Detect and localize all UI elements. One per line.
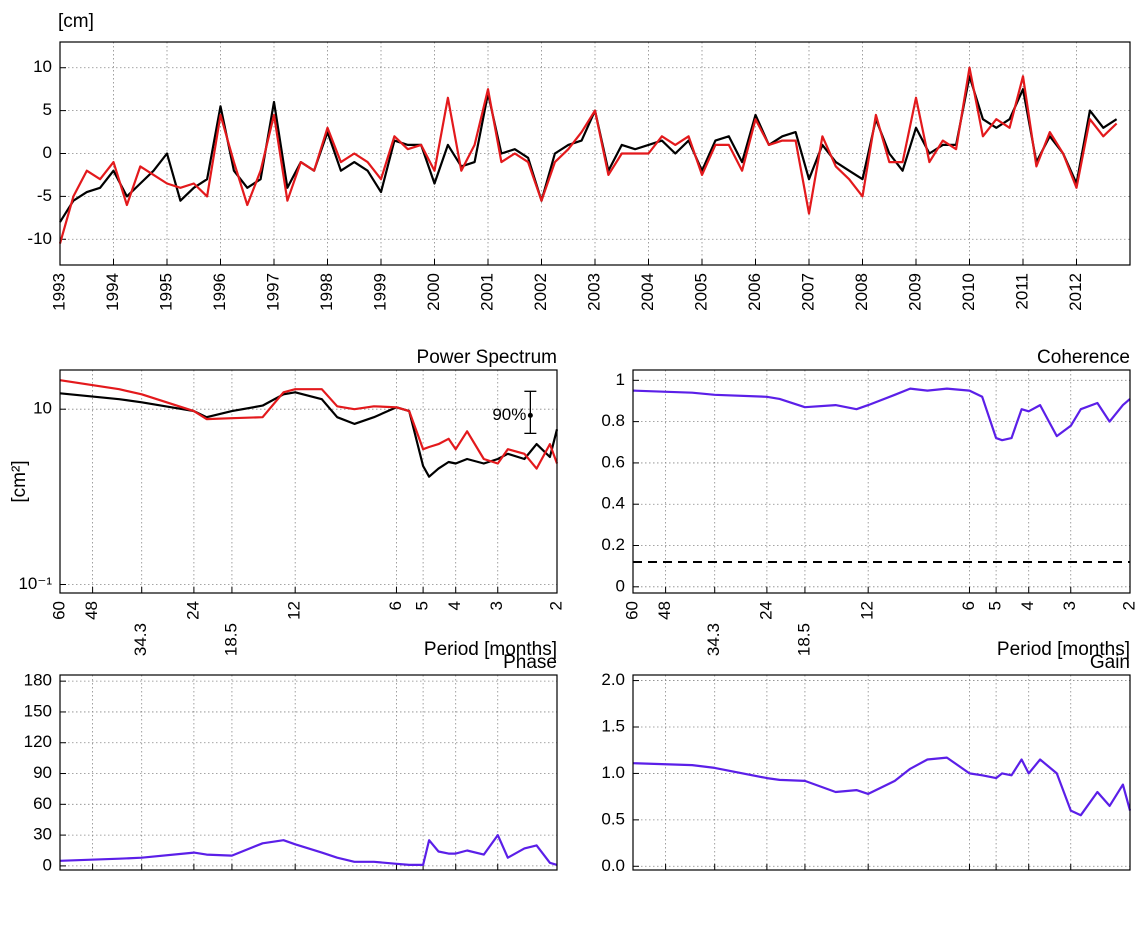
x-tick-label: 12 — [858, 601, 877, 620]
x-tick-label: 24 — [756, 601, 775, 620]
x-tick-label: 60 — [622, 601, 641, 620]
x-tick-label: 18.5 — [794, 623, 813, 656]
x-tick-label: 1993 — [49, 273, 68, 311]
y-tick-label: 180 — [24, 671, 52, 690]
series-line — [632, 756, 1132, 817]
y-tick-label: 2.0 — [601, 670, 625, 689]
x-tick-label: 2009 — [905, 273, 924, 311]
x-tick-label: 3 — [1060, 601, 1079, 610]
x-tick-label: 2 — [546, 601, 565, 610]
y-tick-label: 10⁻¹ — [18, 574, 52, 593]
series-line — [59, 75, 1118, 223]
series-line — [59, 391, 559, 478]
x-tick-label: 60 — [49, 601, 68, 620]
y-tick-label: 0.8 — [601, 411, 625, 430]
x-tick-label: 2012 — [1066, 273, 1085, 311]
y-tick-label: 90 — [33, 763, 52, 782]
error-center — [527, 412, 533, 418]
plot-frame — [632, 369, 1131, 594]
x-axis-label: Period [months] — [424, 639, 557, 660]
plot-frame — [632, 674, 1131, 871]
x-tick-label: 4 — [445, 601, 464, 610]
plot-frame — [59, 369, 558, 594]
x-axis-label: Period [months] — [997, 639, 1130, 660]
x-tick-label: 2011 — [1012, 273, 1031, 310]
y-tick-label: 150 — [24, 701, 52, 720]
plot-frame — [59, 41, 1131, 266]
x-tick-label: 2001 — [477, 273, 496, 311]
x-tick-label: 34.3 — [131, 623, 150, 656]
x-tick-label: 2008 — [852, 273, 871, 311]
y-tick-label: 30 — [33, 825, 52, 844]
x-tick-label: 2006 — [745, 273, 764, 311]
x-tick-label: 2000 — [424, 273, 443, 311]
y-tick-label: 60 — [33, 794, 52, 813]
y-tick-label: 0.6 — [601, 452, 625, 471]
series-line — [59, 379, 559, 470]
x-tick-label: 2003 — [584, 273, 603, 311]
series-line — [58, 66, 1118, 244]
error-label: 90% — [492, 405, 526, 424]
y-tick-label: 0.0 — [601, 856, 625, 875]
chart-title: Coherence — [1037, 347, 1130, 368]
y-axis-label: [cm²] — [9, 460, 30, 502]
x-tick-label: 2004 — [638, 273, 657, 311]
x-tick-label: 18.5 — [221, 623, 240, 656]
y-tick-label: 10 — [33, 57, 52, 76]
x-tick-label: 1994 — [103, 273, 122, 311]
x-tick-label: 2002 — [531, 273, 550, 311]
x-tick-label: 48 — [655, 601, 674, 620]
chart-title: Phase — [503, 652, 557, 673]
chart-title: Gain — [1090, 652, 1130, 673]
y-tick-label: 1.5 — [601, 716, 625, 735]
y-tick-label: 0 — [43, 143, 52, 162]
series-line — [632, 387, 1131, 442]
x-tick-label: 12 — [285, 601, 304, 620]
series-line — [59, 834, 558, 866]
y-tick-label: 0 — [616, 576, 625, 595]
x-tick-label: 5 — [413, 601, 432, 610]
x-tick-label: 2010 — [959, 273, 978, 311]
plot-frame — [59, 674, 558, 871]
x-tick-label: 3 — [487, 601, 506, 610]
x-tick-label: 1995 — [156, 273, 175, 311]
y-tick-label: 0.4 — [601, 494, 625, 513]
chart-title: Power Spectrum — [417, 347, 557, 368]
y-tick-label: 10 — [33, 399, 52, 418]
x-tick-label: 48 — [82, 601, 101, 620]
y-tick-label: -10 — [27, 229, 52, 248]
y-tick-label: -5 — [37, 186, 52, 205]
y-tick-label: 120 — [24, 732, 52, 751]
y-tick-label: 0 — [43, 855, 52, 874]
y-tick-label: 1.0 — [601, 763, 625, 782]
x-tick-label: 5 — [986, 601, 1005, 610]
x-tick-label: 6 — [959, 601, 978, 610]
x-tick-label: 1997 — [263, 273, 282, 311]
y-tick-label: 0.5 — [601, 809, 625, 828]
y-tick-label: 5 — [43, 100, 52, 119]
x-tick-label: 24 — [183, 601, 202, 620]
x-tick-label: 2005 — [691, 273, 710, 311]
y-axis-label: [cm] — [58, 11, 94, 32]
x-tick-label: 1998 — [317, 273, 336, 311]
x-tick-label: 34.3 — [704, 623, 723, 656]
x-tick-label: 4 — [1018, 601, 1037, 610]
x-tick-label: 6 — [386, 601, 405, 610]
x-tick-label: 2 — [1119, 601, 1138, 610]
x-tick-label: 1996 — [210, 273, 229, 311]
y-tick-label: 1 — [616, 370, 625, 389]
x-tick-label: 1999 — [370, 273, 389, 311]
x-tick-label: 2007 — [798, 273, 817, 311]
y-tick-label: 0.2 — [601, 535, 625, 554]
